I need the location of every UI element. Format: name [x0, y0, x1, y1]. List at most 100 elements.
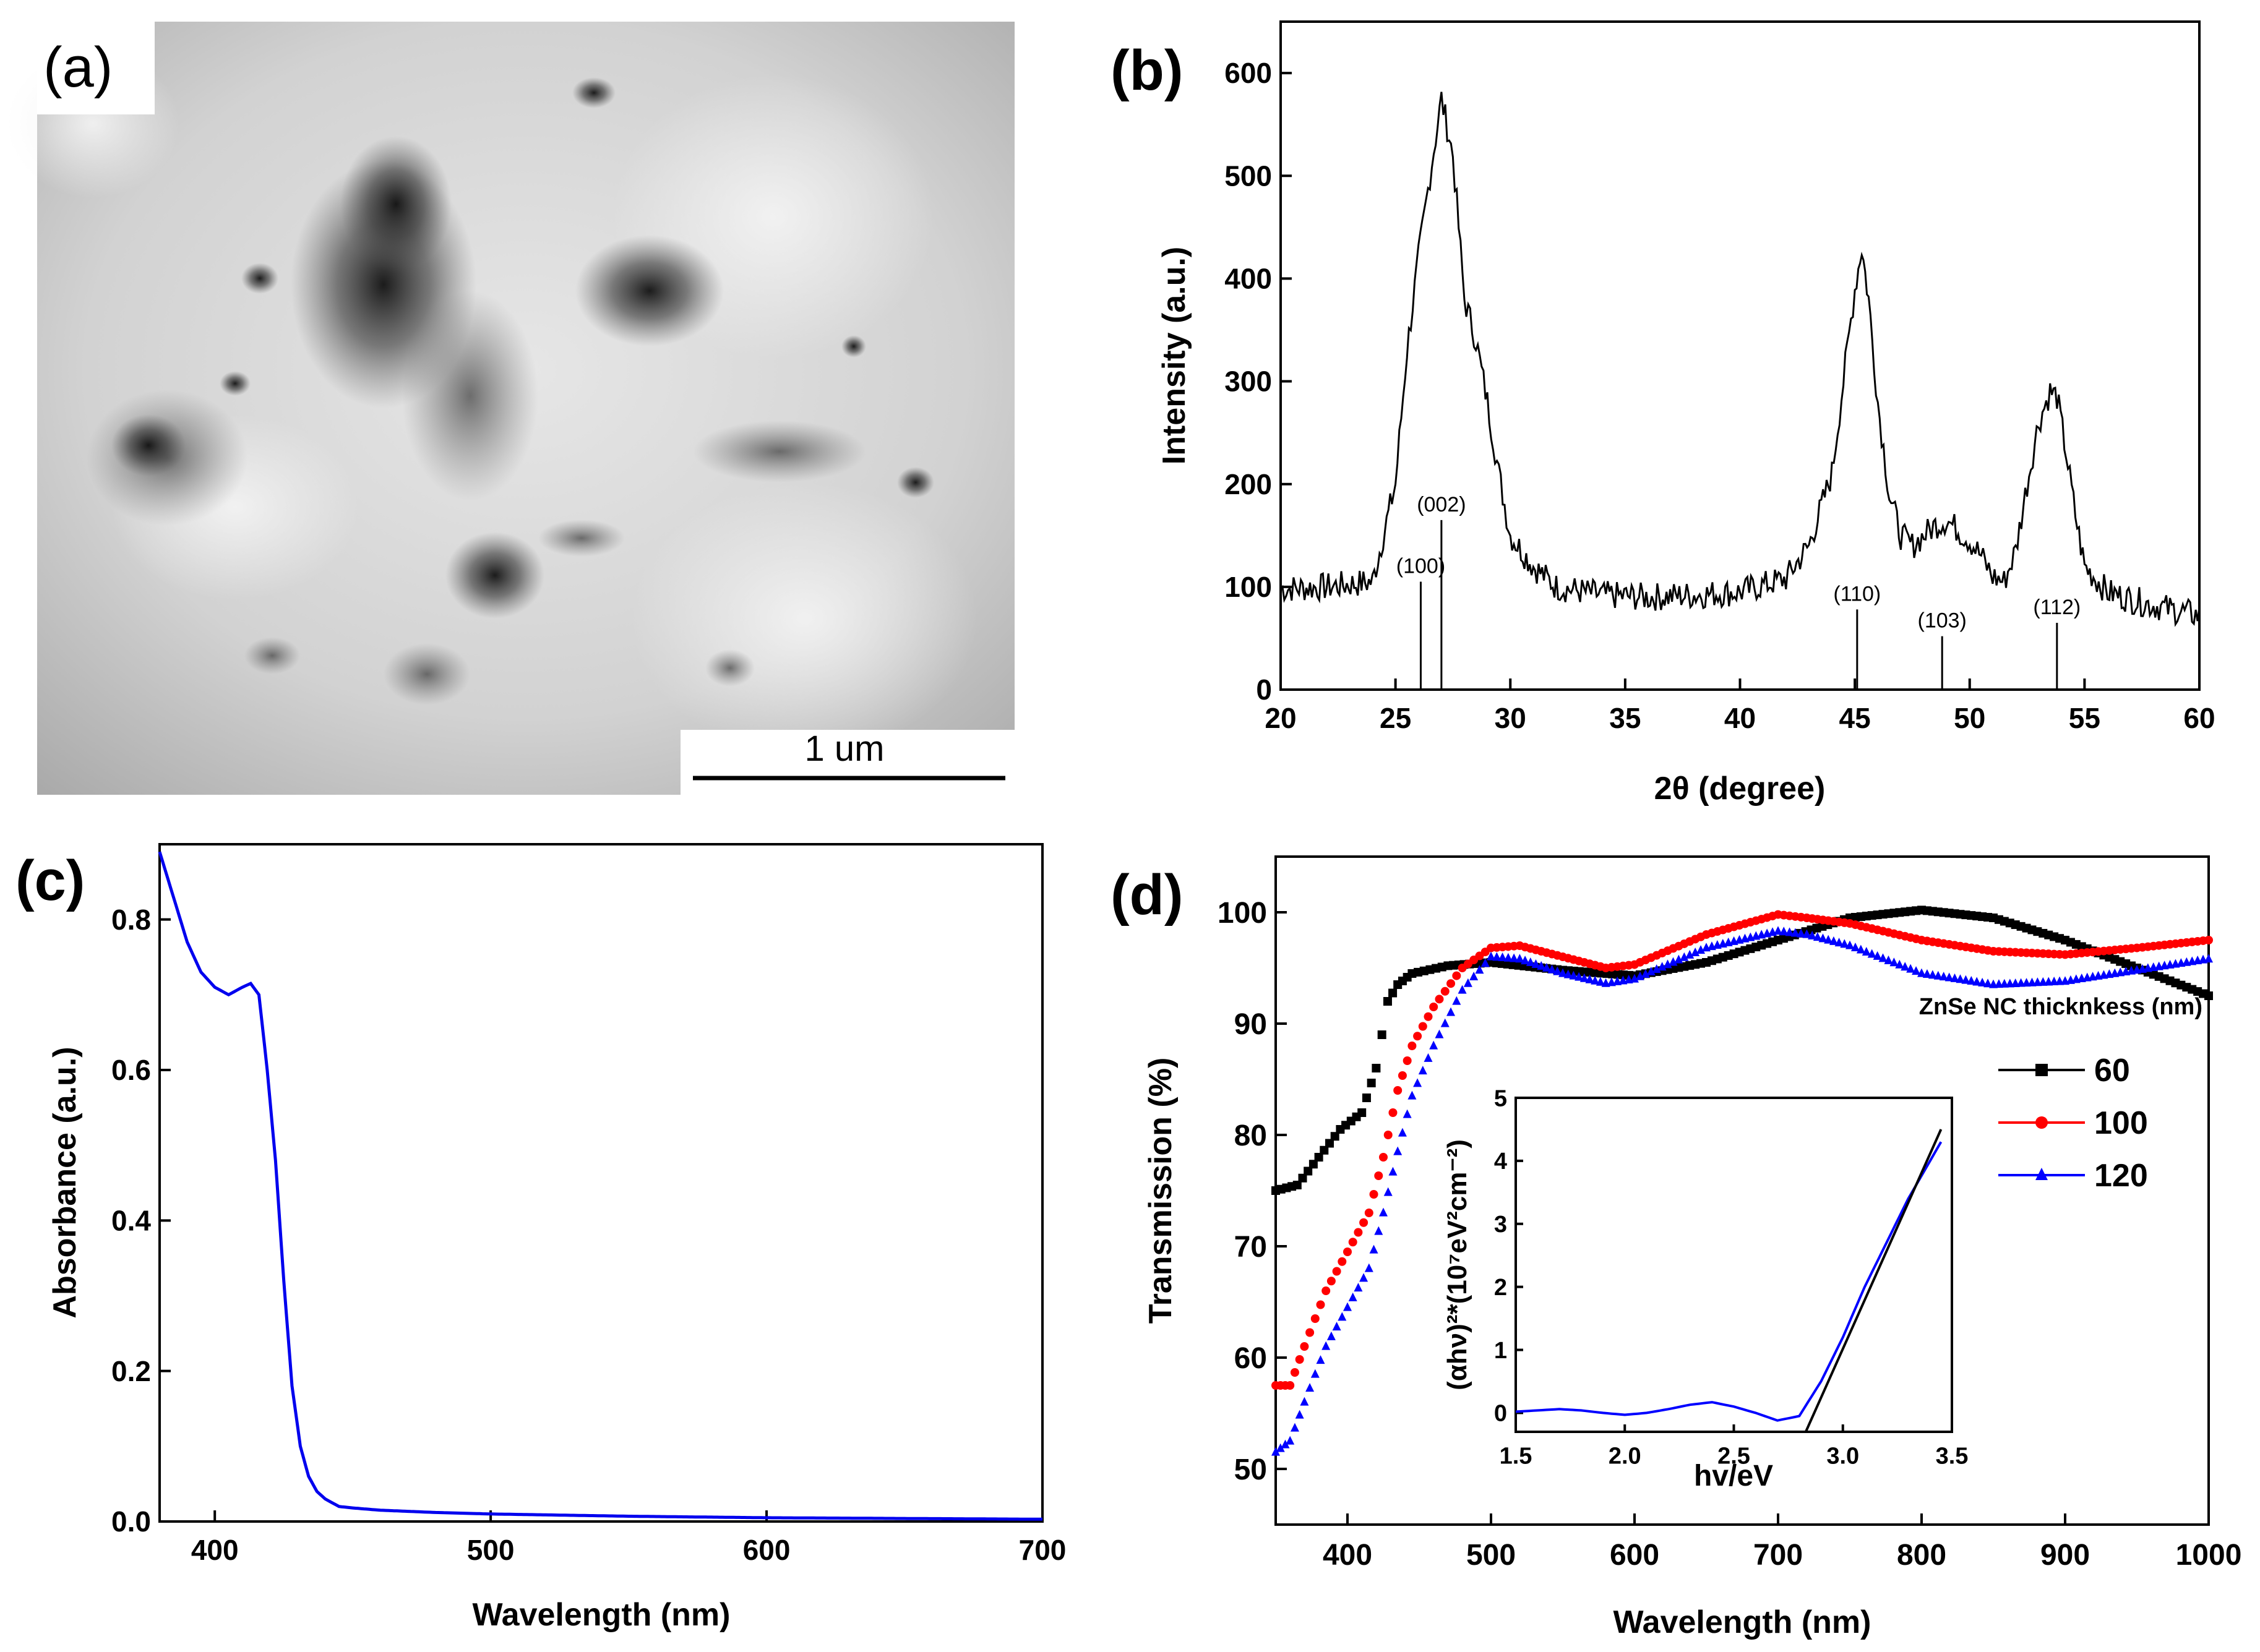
series-120-point — [1878, 953, 1888, 962]
series-100-point — [1379, 1153, 1388, 1162]
panel-b-x-tick-label: 55 — [2069, 702, 2100, 734]
series-60-point — [1388, 988, 1398, 998]
series-120-point — [1510, 953, 1519, 962]
series-120-point — [1944, 972, 1954, 982]
series-60-point — [1330, 1132, 1339, 1141]
panel-d-x-tick-label: 900 — [2040, 1539, 2090, 1572]
series-100-point — [1393, 1086, 1403, 1095]
panel-a-micrograph — [6, 22, 1015, 795]
absorbance-line — [158, 851, 1042, 1521]
panel-b-x-tick-label: 45 — [1839, 702, 1871, 734]
series-100-point — [1452, 971, 1461, 980]
series-120-point — [1418, 1066, 1427, 1075]
inset-x-axis-label: hv/eV — [1694, 1460, 1773, 1492]
series-120-point — [1790, 928, 1800, 937]
series-120-point — [1978, 977, 1987, 986]
series-100-point — [1338, 1257, 1347, 1266]
series-100-point — [1305, 1328, 1315, 1337]
panel-label-b: (b) — [1111, 39, 1183, 102]
panel-d-y-tick-label: 90 — [1234, 1008, 1267, 1041]
inset-y-tick-label: 1 — [1494, 1338, 1507, 1364]
series-120-point — [1669, 957, 1678, 966]
series-120-point — [1359, 1273, 1368, 1282]
panel-b-y-tick-label: 600 — [1224, 57, 1272, 89]
series-100-point — [1359, 1218, 1368, 1227]
legend-marker-100 — [2035, 1116, 2048, 1129]
panel-b-y-tick-label: 100 — [1224, 571, 1272, 603]
series-60-point — [1292, 1181, 1302, 1189]
series-120-point — [1440, 1018, 1450, 1027]
series-120-point — [1641, 969, 1650, 978]
legend-marker-120 — [2035, 1168, 2048, 1180]
panel-d-x-tick-label: 600 — [1610, 1539, 1659, 1572]
series-120-point — [1553, 966, 1562, 975]
inset-y-tick-label: 0 — [1494, 1401, 1507, 1427]
panel-c-plot-area — [158, 843, 1044, 1523]
series-120-point — [1685, 949, 1695, 959]
panel-c-x-tick-label: 500 — [467, 1534, 515, 1566]
peak-label: (112) — [2033, 596, 2081, 619]
series-120-point — [1326, 1331, 1336, 1340]
series-120-point — [1463, 978, 1472, 987]
series-120-point — [1956, 974, 1965, 983]
panel-d-x-tick-label: 1000 — [2176, 1539, 2242, 1572]
series-120-point — [1862, 946, 1871, 956]
series-120-point — [1967, 976, 1976, 985]
series-120-point — [1295, 1410, 1304, 1419]
series-120-point — [1558, 968, 1567, 977]
series-100-point — [1403, 1056, 1412, 1065]
inset-x-tick-label: 2.5 — [1717, 1443, 1750, 1469]
panel-d-series — [1271, 905, 2213, 1456]
series-60-point — [1383, 997, 1392, 1006]
panel-b-x-tick-label: 40 — [1724, 702, 1756, 734]
series-120-point — [1300, 1397, 1309, 1406]
series-120-point — [1379, 1207, 1388, 1217]
series-60-point — [1320, 1145, 1329, 1155]
panel-b-y-tick-label: 0 — [1256, 674, 1272, 706]
series-120-point — [1834, 938, 1844, 947]
series-120-point — [1547, 964, 1557, 974]
series-120-point — [1383, 1187, 1393, 1196]
series-100-point — [1424, 1012, 1433, 1021]
series-120-point — [1403, 1109, 1412, 1118]
inset-x-tick-label: 1.5 — [1500, 1443, 1532, 1469]
panel-label-a: (a) — [43, 36, 113, 99]
series-100-point — [1286, 1381, 1295, 1390]
panel-d-x-tick-label: 700 — [1753, 1539, 1803, 1572]
panel-d-y-tick-label: 80 — [1234, 1119, 1267, 1152]
series-120-point — [1310, 1369, 1320, 1378]
panel-b-x-tick-label: 25 — [1380, 702, 1411, 734]
series-120-point — [1316, 1355, 1325, 1364]
inset-y-tick-label: 2 — [1494, 1275, 1507, 1301]
legend-label-100: 100 — [2094, 1105, 2148, 1141]
series-60-point — [1325, 1139, 1334, 1148]
series-120-point — [1290, 1423, 1299, 1432]
series-120-point — [1867, 949, 1876, 958]
series-100-point — [1310, 1314, 1320, 1323]
series-120-point — [1569, 970, 1578, 980]
series-100-point — [1418, 1022, 1427, 1031]
inset-series — [1515, 1129, 1943, 1432]
series-120-point — [1332, 1322, 1341, 1331]
series-120-point — [1354, 1283, 1363, 1292]
series-120-point — [1928, 970, 1937, 979]
linear-fit-line — [1804, 1129, 1943, 1432]
series-100-point — [1429, 1003, 1438, 1011]
series-120-point — [1663, 959, 1672, 969]
panel-c-y-tick-label: 0.6 — [111, 1054, 151, 1086]
series-120-point — [1630, 974, 1639, 983]
inset-x-tick-label: 2.0 — [1609, 1443, 1641, 1469]
series-120-point — [1889, 957, 1899, 967]
series-120-point — [1407, 1090, 1417, 1100]
series-120-point — [1503, 952, 1513, 962]
series-60-point — [1308, 1160, 1318, 1169]
series-120-point — [1785, 927, 1794, 936]
series-120-point — [1435, 1029, 1444, 1038]
legend-label-60: 60 — [2094, 1053, 2130, 1089]
series-120-point — [1922, 969, 1931, 978]
panel-d-y-axis-label: Transmission (%) — [1143, 1058, 1179, 1324]
series-120-point — [1388, 1166, 1398, 1176]
series-100-point — [1413, 1032, 1422, 1041]
